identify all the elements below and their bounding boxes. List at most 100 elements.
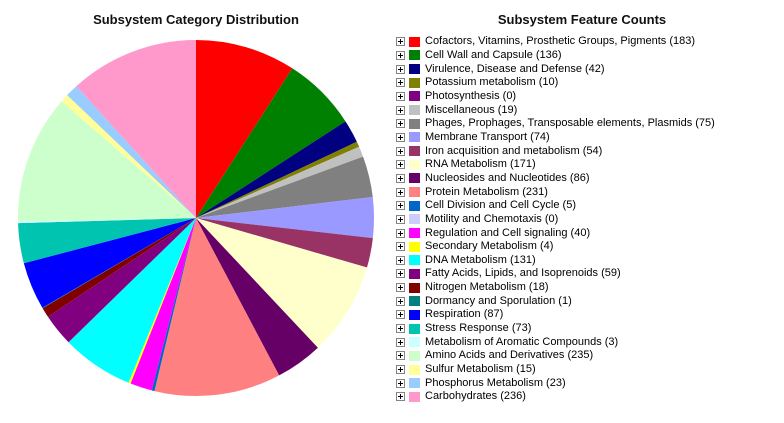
pie-slice-1 bbox=[196, 68, 346, 218]
legend-label: Photosynthesis (0) bbox=[425, 89, 517, 102]
legend-color-swatch bbox=[409, 391, 420, 402]
pie-slice-11 bbox=[154, 218, 280, 396]
legend-label: Sulfur Metabolism (15) bbox=[425, 363, 536, 376]
legend-color-swatch bbox=[409, 309, 420, 320]
expand-plus-icon[interactable] bbox=[396, 351, 405, 361]
expand-plus-icon[interactable] bbox=[396, 337, 405, 347]
legend-color-swatch bbox=[409, 228, 420, 239]
expand-plus-icon[interactable] bbox=[396, 242, 405, 252]
legend-row-16: DNA Metabolism (131) bbox=[396, 254, 715, 268]
expand-plus-icon[interactable] bbox=[396, 64, 405, 74]
legend-color-swatch bbox=[409, 364, 420, 375]
legend-title: Subsystem Feature Counts bbox=[497, 12, 667, 27]
legend-color-swatch bbox=[409, 378, 420, 389]
legend-color-swatch bbox=[409, 159, 420, 170]
legend-row-3: Potassium metabolism (10) bbox=[396, 76, 715, 90]
legend-label: Regulation and Cell signaling (40) bbox=[425, 226, 591, 239]
legend-row-25: Phosphorus Metabolism (23) bbox=[396, 376, 715, 390]
legend-row-11: Protein Metabolism (231) bbox=[396, 185, 715, 199]
legend-row-5: Miscellaneous (19) bbox=[396, 103, 715, 117]
legend-label: Respiration (87) bbox=[425, 308, 504, 321]
expand-plus-icon[interactable] bbox=[396, 255, 405, 265]
legend-row-24: Sulfur Metabolism (15) bbox=[396, 363, 715, 377]
legend-color-swatch bbox=[409, 132, 420, 143]
legend-label: Potassium metabolism (10) bbox=[425, 76, 559, 89]
expand-plus-icon[interactable] bbox=[396, 296, 405, 306]
expand-plus-icon[interactable] bbox=[396, 201, 405, 211]
legend-color-swatch bbox=[409, 323, 420, 334]
legend-row-9: RNA Metabolism (171) bbox=[396, 158, 715, 172]
legend-color-swatch bbox=[409, 64, 420, 75]
legend-list: Cofactors, Vitamins, Prosthetic Groups, … bbox=[396, 35, 715, 404]
legend-color-swatch bbox=[409, 282, 420, 293]
pie-slice-6 bbox=[196, 156, 373, 218]
legend-color-swatch bbox=[409, 350, 420, 361]
legend-row-23: Amino Acids and Derivatives (235) bbox=[396, 349, 715, 363]
pie-slice-14 bbox=[130, 218, 196, 391]
expand-plus-icon[interactable] bbox=[396, 378, 405, 388]
legend-row-10: Nucleosides and Nucleotides (86) bbox=[396, 172, 715, 186]
pie-slice-10 bbox=[196, 218, 318, 376]
legend-label: Iron acquisition and metabolism (54) bbox=[425, 144, 603, 157]
expand-plus-icon[interactable] bbox=[396, 37, 405, 47]
pie-chart-title: Subsystem Category Distribution bbox=[93, 12, 299, 27]
legend-color-swatch bbox=[409, 200, 420, 211]
legend-label: DNA Metabolism (131) bbox=[425, 253, 536, 266]
pie-slice-8 bbox=[196, 218, 373, 268]
pie-slice-15 bbox=[128, 218, 196, 384]
pie-slice-17 bbox=[47, 218, 196, 343]
legend-label: Carbohydrates (236) bbox=[425, 390, 526, 403]
pie-slice-0 bbox=[196, 40, 293, 218]
expand-plus-icon[interactable] bbox=[396, 187, 405, 197]
pie-slice-21 bbox=[18, 218, 196, 264]
pie-slice-26 bbox=[76, 40, 196, 218]
expand-plus-icon[interactable] bbox=[396, 105, 405, 115]
legend-row-20: Respiration (87) bbox=[396, 308, 715, 322]
legend-color-swatch bbox=[409, 50, 420, 61]
legend-label: Amino Acids and Derivatives (235) bbox=[425, 349, 594, 362]
legend-color-swatch bbox=[409, 214, 420, 225]
expand-plus-icon[interactable] bbox=[396, 78, 405, 88]
expand-plus-icon[interactable] bbox=[396, 214, 405, 224]
pie-slice-19 bbox=[42, 218, 197, 309]
legend-color-swatch bbox=[409, 105, 420, 116]
expand-plus-icon[interactable] bbox=[396, 324, 405, 334]
pie-slice-16 bbox=[68, 218, 196, 383]
pie-slice-24 bbox=[61, 95, 197, 218]
expand-plus-icon[interactable] bbox=[396, 119, 405, 129]
legend-color-swatch bbox=[409, 91, 420, 102]
expand-plus-icon[interactable] bbox=[396, 91, 405, 101]
expand-plus-icon[interactable] bbox=[396, 228, 405, 238]
expand-plus-icon[interactable] bbox=[396, 365, 405, 375]
expand-plus-icon[interactable] bbox=[396, 173, 405, 183]
legend-color-swatch bbox=[409, 337, 420, 348]
legend-label: Cofactors, Vitamins, Prosthetic Groups, … bbox=[425, 35, 696, 48]
legend-row-17: Fatty Acids, Lipids, and Isoprenoids (59… bbox=[396, 267, 715, 281]
expand-plus-icon[interactable] bbox=[396, 50, 405, 60]
pie-slice-20 bbox=[23, 218, 196, 308]
legend-label: Membrane Transport (74) bbox=[425, 130, 550, 143]
legend-label: Protein Metabolism (231) bbox=[425, 185, 548, 198]
expand-plus-icon[interactable] bbox=[396, 269, 405, 279]
legend-label: Miscellaneous (19) bbox=[425, 103, 518, 116]
legend-row-26: Carbohydrates (236) bbox=[396, 390, 715, 404]
legend-row-12: Cell Division and Cell Cycle (5) bbox=[396, 199, 715, 213]
legend-color-swatch bbox=[409, 36, 420, 47]
legend-label: Motility and Chemotaxis (0) bbox=[425, 212, 559, 225]
expand-plus-icon[interactable] bbox=[396, 146, 405, 156]
pie-slice-3 bbox=[196, 141, 360, 218]
pie-slice-25 bbox=[67, 86, 196, 219]
expand-plus-icon[interactable] bbox=[396, 392, 405, 402]
legend-row-13: Motility and Chemotaxis (0) bbox=[396, 213, 715, 227]
expand-plus-icon[interactable] bbox=[396, 310, 405, 320]
expand-plus-icon[interactable] bbox=[396, 160, 405, 170]
pie-slice-22 bbox=[18, 218, 197, 224]
legend-row-15: Secondary Metabolism (4) bbox=[396, 240, 715, 254]
expand-plus-icon[interactable] bbox=[396, 283, 405, 293]
expand-plus-icon[interactable] bbox=[396, 132, 405, 142]
legend-color-swatch bbox=[409, 296, 420, 307]
pie-slice-7 bbox=[196, 197, 374, 239]
legend-label: Cell Wall and Capsule (136) bbox=[425, 48, 562, 61]
legend-color-swatch bbox=[409, 77, 420, 88]
legend-row-7: Membrane Transport (74) bbox=[396, 131, 715, 145]
